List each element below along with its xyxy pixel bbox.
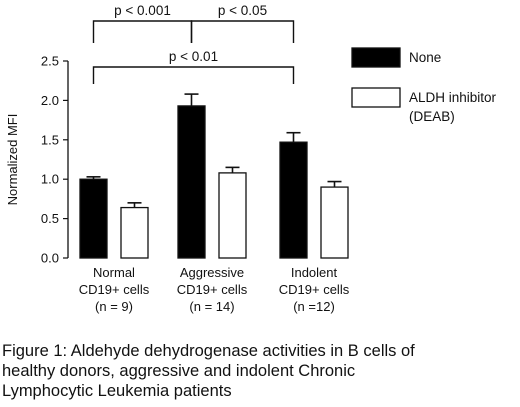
figure-caption: Figure 1: Aldehyde dehydrogenase activit… [2, 341, 514, 401]
significance-bracket [92, 20, 193, 43]
bar [320, 186, 349, 259]
category-label: CD19+ cells [177, 282, 248, 297]
caption-line-1: Figure 1: Aldehyde dehydrogenase activit… [2, 342, 415, 360]
significance-bracket [190, 20, 295, 43]
category-label: (n = 14) [189, 299, 234, 314]
category-label: (n =12) [293, 299, 335, 314]
category-label: Normal [93, 265, 135, 280]
legend-label: None [409, 50, 441, 65]
bar [79, 178, 108, 259]
legend-swatch [351, 47, 401, 68]
y-tick-label: 0.5 [41, 211, 59, 226]
legend-swatch [351, 87, 401, 108]
significance-label: p < 0.05 [218, 3, 267, 18]
bar [120, 206, 149, 259]
caption-line-3: Lymphocytic Leukemia patients [2, 382, 232, 400]
category-label: (n = 9) [95, 299, 133, 314]
bar [177, 105, 206, 259]
category-label: CD19+ cells [279, 282, 350, 297]
y-tick-label: 1.0 [41, 172, 59, 187]
significance-label: p < 0.001 [114, 3, 171, 18]
y-tick-label: 2.5 [41, 54, 59, 69]
y-tick-label: 0.0 [41, 251, 59, 266]
bar-chart: 0.0 0.5 1.0 1.5 2.0 2.5 Normalized MFI Normal CD… [5, 3, 497, 314]
y-tick-label: 2.0 [41, 93, 59, 108]
caption-line-2: healthy donors, aggressive and indolent … [2, 362, 356, 380]
y-axis-title: Normalized MFI [5, 114, 20, 206]
significance-label: p < 0.01 [169, 49, 218, 64]
category-label: Indolent [291, 265, 338, 280]
bar [279, 141, 308, 259]
bar [218, 172, 247, 259]
y-tick-label: 1.5 [41, 132, 59, 147]
legend-label: ALDH inhibitor [409, 90, 497, 105]
category-label: CD19+ cells [79, 282, 150, 297]
category-label: Aggressive [180, 265, 244, 280]
significance-bracket [92, 66, 295, 84]
legend-label: (DEAB) [409, 109, 455, 124]
